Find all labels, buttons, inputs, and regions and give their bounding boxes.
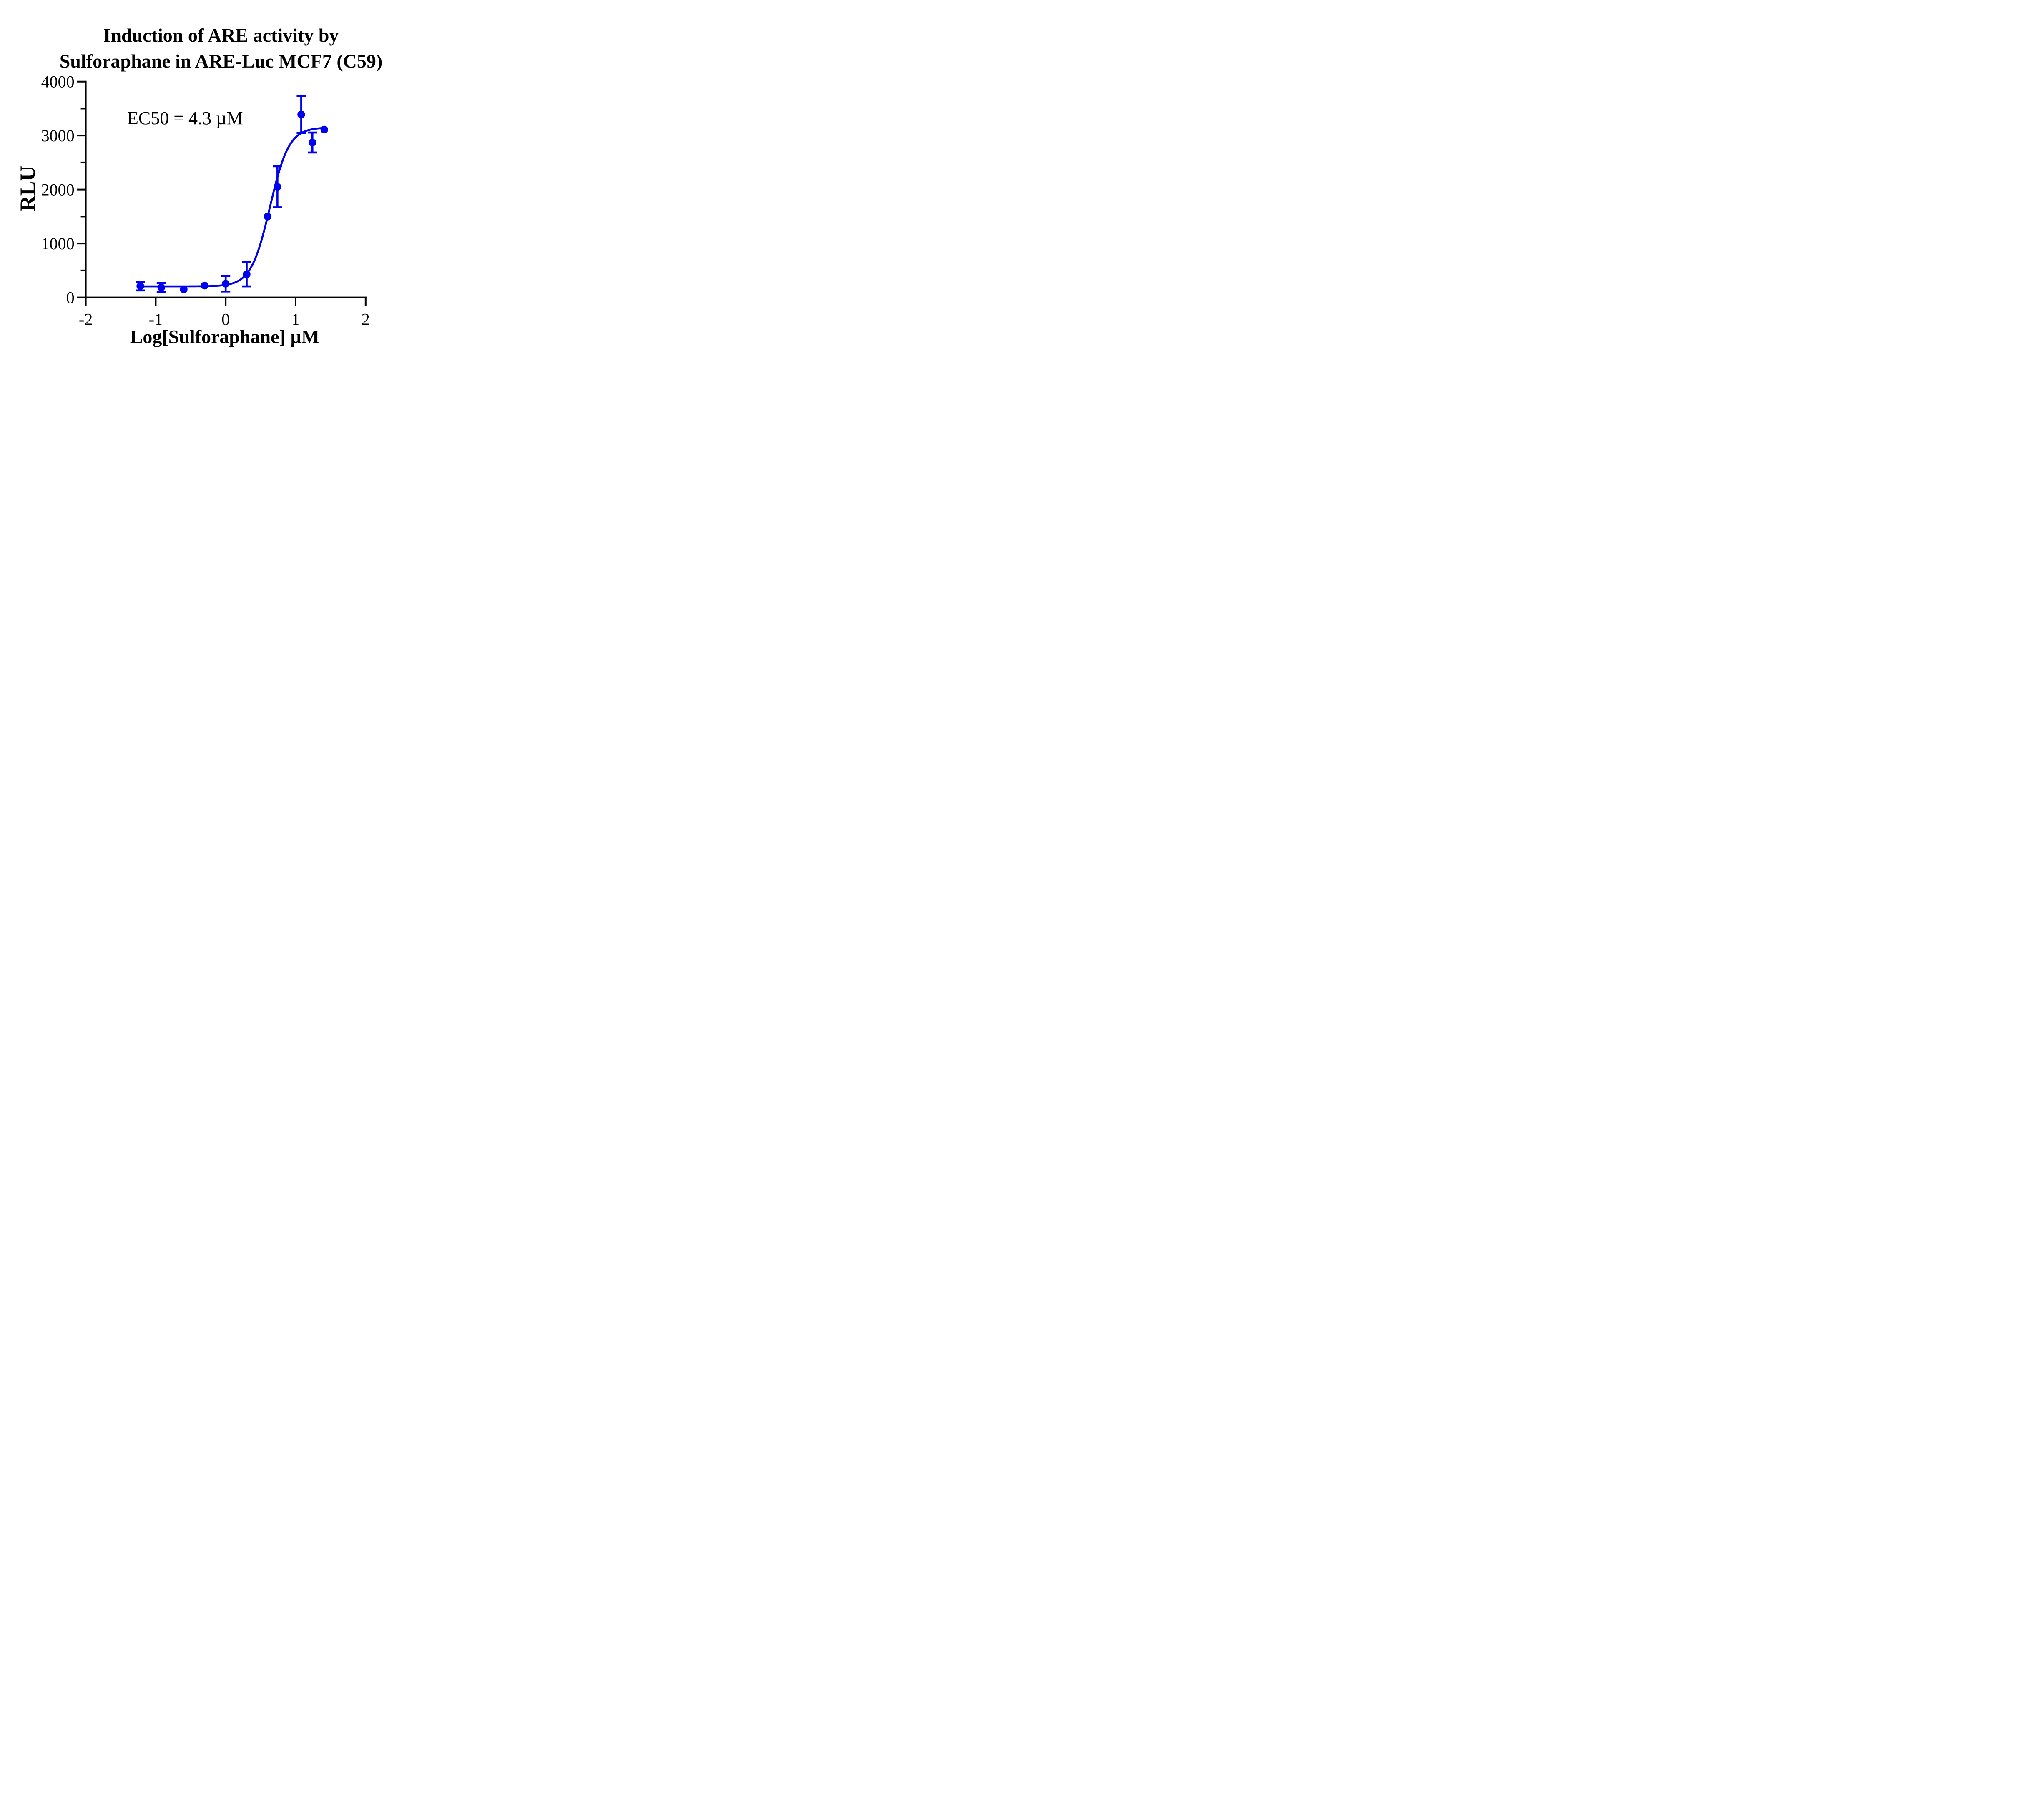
x-tick-label: 0 (221, 310, 230, 329)
x-tick-label: -1 (149, 310, 163, 329)
chart-title-line2: Sulforaphane in ARE-Luc MCF7 (C59) (59, 50, 383, 72)
chart-title-line1: Induction of ARE activity by (103, 25, 339, 46)
data-point (297, 110, 305, 118)
data-point (180, 285, 188, 293)
data-point (243, 270, 251, 278)
y-tick-label: 4000 (41, 73, 75, 91)
chart-title: Induction of ARE activity by Sulforaphan… (60, 23, 382, 74)
x-tick-label: 2 (362, 310, 370, 329)
x-axis-title: Log[Sulforaphane] µM (130, 326, 320, 347)
data-point (320, 125, 328, 134)
data-point (157, 283, 166, 291)
data-point (274, 183, 281, 191)
y-tick-label: 1000 (41, 234, 75, 253)
y-tick-label: 0 (66, 288, 75, 307)
data-point (264, 213, 272, 221)
data-point (309, 138, 316, 147)
x-tick-label: -2 (79, 310, 93, 329)
y-tick-label: 3000 (41, 126, 75, 145)
dose-response-chart: Induction of ARE activity by Sulforaphan… (0, 0, 409, 363)
ec50-annotation: EC50 = 4.3 µM (127, 108, 243, 128)
data-point (222, 280, 230, 288)
data-point (201, 281, 209, 290)
fit-curve (139, 127, 325, 288)
x-tick-label: 1 (291, 310, 300, 329)
data-point (136, 282, 144, 290)
plot-area: 0 1000 2000 3000 4000 -2 -1 0 1 2 (41, 73, 370, 329)
y-tick-label: 2000 (41, 180, 75, 199)
